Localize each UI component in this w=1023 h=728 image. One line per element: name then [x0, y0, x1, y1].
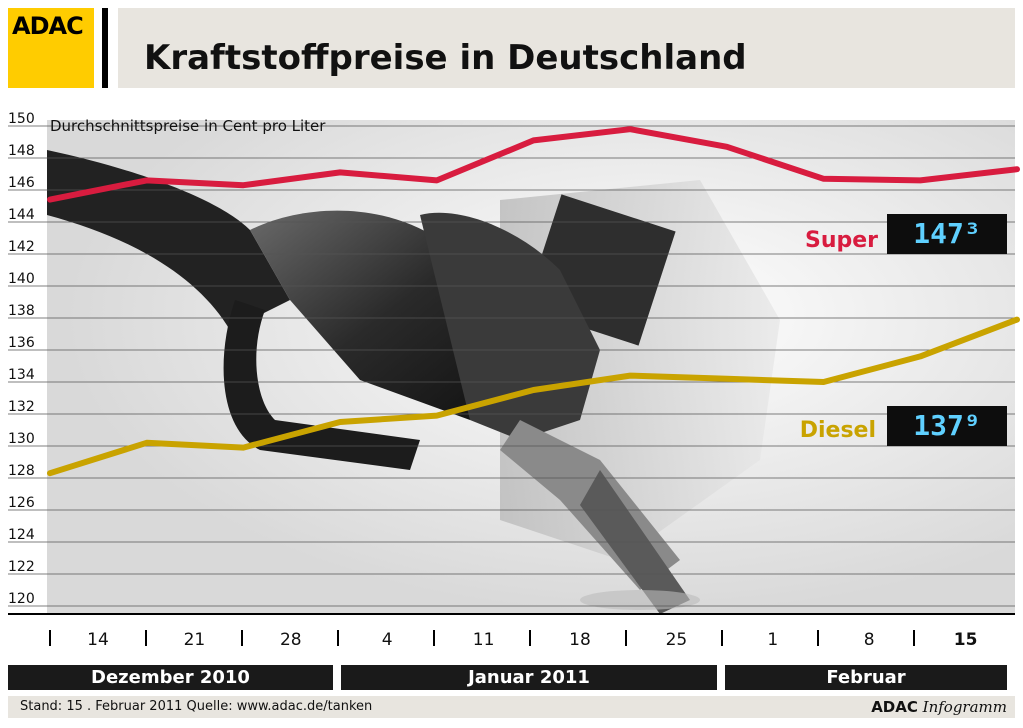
- title-band: Kraftstoffpreise in Deutschland: [118, 8, 1015, 88]
- diesel-label: Diesel: [800, 418, 876, 443]
- y-tick-label: 122: [8, 559, 35, 575]
- series-line-super: [47, 126, 1020, 203]
- series-line-diesel: [47, 316, 1020, 477]
- x-tick-label: 4: [382, 630, 393, 650]
- y-tick-label: 126: [8, 495, 35, 511]
- y-tick-label: 140: [8, 271, 35, 287]
- super-price-display: 147³: [887, 214, 1007, 254]
- x-tick-label: 11: [473, 630, 495, 650]
- month-bar-january: Januar 2011: [341, 665, 717, 690]
- x-tick-label: 15: [954, 630, 978, 650]
- month-bar-december: Dezember 2010: [8, 665, 333, 690]
- super-label: Super: [805, 228, 878, 253]
- source-text: Stand: 15 . Februar 2011 Quelle: www.ada…: [20, 699, 373, 714]
- y-axis-ticks: 120 122 124 126 128 130 132 134 136 138 140 142 144 1…: [8, 111, 35, 607]
- month-bar-february: Februar: [725, 665, 1007, 690]
- x-tick-label: 28: [280, 630, 302, 650]
- y-tick-label: 130: [8, 431, 35, 447]
- logo-text: ADAC: [12, 12, 84, 40]
- fuel-nozzle-photo: [47, 120, 1015, 614]
- y-tick-label: 124: [8, 527, 35, 543]
- x-tick-label: 25: [666, 630, 688, 650]
- logo-divider: [102, 8, 108, 88]
- x-tick-label: 21: [184, 630, 206, 650]
- y-tick-label: 150: [8, 111, 35, 127]
- y-tick-label: 134: [8, 367, 35, 383]
- y-tick-label: 138: [8, 303, 35, 319]
- x-tick-label: 8: [864, 630, 875, 650]
- y-tick-label: 128: [8, 463, 35, 479]
- x-axis-ticks: 14 21 28 4 11 18 25 1 8 15: [49, 630, 978, 650]
- x-tick-label: 18: [569, 630, 591, 650]
- y-tick-label: 146: [8, 175, 35, 191]
- chart-subtitle: Durchschnittspreise in Cent pro Liter: [50, 117, 326, 135]
- month-label: Februar: [826, 667, 906, 688]
- y-tick-label: 132: [8, 399, 35, 415]
- x-tick-label: 1: [767, 630, 778, 650]
- month-label: Januar 2011: [468, 667, 590, 688]
- diesel-price-display: 137⁹: [887, 406, 1007, 446]
- adac-logo: ADAC: [8, 8, 94, 88]
- page-title: Kraftstoffpreise in Deutschland: [144, 38, 747, 78]
- grid-lines: [8, 125, 1015, 607]
- brand-bold: ADAC: [871, 698, 918, 716]
- y-tick-label: 148: [8, 143, 35, 159]
- footer: Stand: 15 . Februar 2011 Quelle: www.ada…: [8, 696, 1015, 718]
- y-tick-label: 120: [8, 591, 35, 607]
- diesel-price-value: 137⁹: [913, 409, 980, 442]
- brand-mark: ADAC Infogramm: [871, 698, 1007, 716]
- y-tick-label: 144: [8, 207, 35, 223]
- super-price-value: 147³: [913, 217, 980, 250]
- month-label: Dezember 2010: [91, 667, 250, 688]
- brand-italic: Infogramm: [922, 698, 1007, 716]
- series-lines: [47, 126, 1020, 477]
- x-tick-label: 14: [87, 630, 109, 650]
- y-tick-label: 136: [8, 335, 35, 351]
- y-tick-label: 142: [8, 239, 35, 255]
